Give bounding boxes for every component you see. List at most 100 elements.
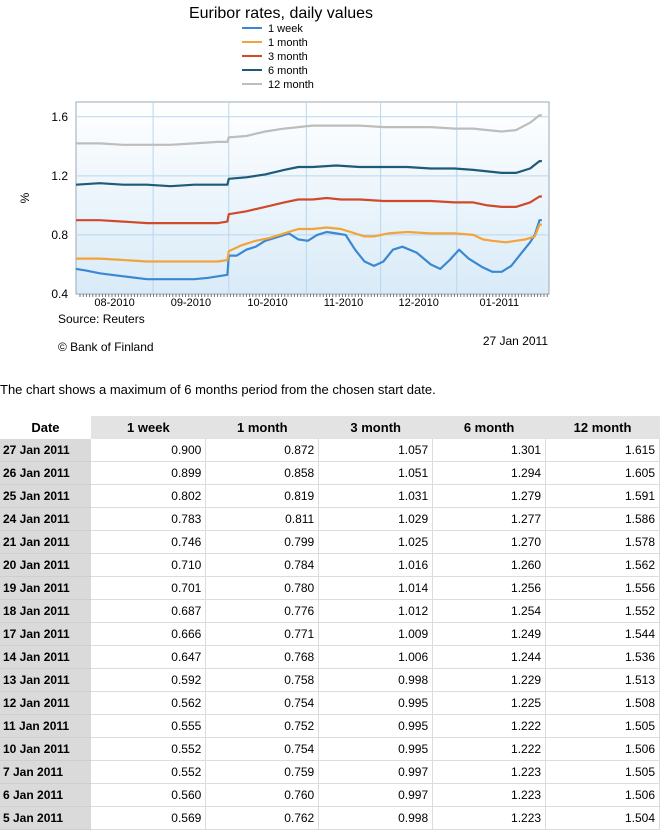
rate-cell: 1.014 bbox=[318, 576, 434, 600]
rate-cell: 0.759 bbox=[205, 760, 320, 784]
rate-cell: 1.223 bbox=[432, 806, 547, 830]
rate-cell: 0.872 bbox=[205, 439, 320, 462]
date-cell: 13 Jan 2011 bbox=[0, 668, 91, 692]
table-header-cell: 1 week bbox=[90, 416, 206, 439]
date-cell: 27 Jan 2011 bbox=[0, 439, 91, 462]
rate-cell: 0.758 bbox=[205, 668, 320, 692]
date-cell: 14 Jan 2011 bbox=[0, 645, 91, 669]
chart-source: Source: Reuters bbox=[58, 312, 145, 326]
rate-cell: 1.277 bbox=[432, 507, 547, 531]
rate-cell: 1.249 bbox=[432, 622, 547, 646]
chart-legend: 1 week 1 month 3 month 6 month 12 month bbox=[242, 23, 314, 91]
rate-cell: 0.998 bbox=[318, 668, 434, 692]
rate-cell: 0.997 bbox=[318, 760, 434, 784]
rate-cell: 1.057 bbox=[318, 439, 434, 462]
series-line-12-month bbox=[76, 114, 542, 146]
legend-label: 6 month bbox=[268, 65, 308, 77]
rate-cell: 1.225 bbox=[432, 691, 547, 715]
rate-cell: 1.254 bbox=[432, 599, 547, 623]
chart-period-note: The chart shows a maximum of 6 months pe… bbox=[0, 382, 436, 397]
table-row: 7 Jan 2011 0.552 0.759 0.997 1.223 1.505 bbox=[0, 760, 660, 784]
rate-cell: 1.508 bbox=[545, 691, 660, 715]
rate-cell: 0.710 bbox=[90, 553, 207, 577]
table-header-cell: Date bbox=[0, 416, 91, 439]
rate-cell: 0.754 bbox=[205, 737, 320, 761]
rate-cell: 0.569 bbox=[90, 806, 207, 830]
rate-cell: 0.783 bbox=[90, 507, 207, 531]
date-cell: 24 Jan 2011 bbox=[0, 507, 91, 531]
rate-cell: 0.552 bbox=[90, 737, 207, 761]
rate-cell: 0.858 bbox=[205, 461, 320, 485]
date-cell: 6 Jan 2011 bbox=[0, 783, 91, 807]
rate-cell: 1.506 bbox=[545, 737, 660, 761]
legend-label: 1 month bbox=[268, 37, 308, 49]
table-row: 6 Jan 2011 0.560 0.760 0.997 1.223 1.506 bbox=[0, 783, 660, 807]
rate-cell: 0.802 bbox=[90, 484, 207, 508]
euribor-chart: Euribor rates, daily values 1 week 1 mont… bbox=[18, 5, 550, 354]
chart-copyright: © Bank of Finland bbox=[58, 340, 154, 354]
rate-cell: 1.006 bbox=[318, 645, 434, 669]
table-row: 25 Jan 2011 0.802 0.819 1.031 1.279 1.591 bbox=[0, 484, 660, 508]
x-tick-label: 01-2011 bbox=[480, 297, 520, 309]
rate-cell: 0.687 bbox=[90, 599, 207, 623]
date-cell: 5 Jan 2011 bbox=[0, 806, 91, 830]
rate-cell: 0.666 bbox=[90, 622, 207, 646]
date-cell: 10 Jan 2011 bbox=[0, 737, 91, 761]
series-lines bbox=[75, 114, 542, 281]
table-row: 26 Jan 2011 0.899 0.858 1.051 1.294 1.605 bbox=[0, 461, 660, 485]
rate-cell: 0.752 bbox=[205, 714, 320, 738]
rate-cell: 1.279 bbox=[432, 484, 547, 508]
rate-cell: 0.899 bbox=[90, 461, 207, 485]
chart-title: Euribor rates, daily values bbox=[189, 5, 373, 22]
rate-cell: 0.768 bbox=[205, 645, 320, 669]
rate-cell: 1.504 bbox=[545, 806, 660, 830]
rate-cell: 0.647 bbox=[90, 645, 207, 669]
table-row: 21 Jan 2011 0.746 0.799 1.025 1.270 1.578 bbox=[0, 530, 660, 554]
table-body: 27 Jan 2011 0.900 0.872 1.057 1.301 1.615 26 J… bbox=[0, 439, 660, 830]
date-cell: 11 Jan 2011 bbox=[0, 714, 91, 738]
legend-label: 1 week bbox=[268, 23, 303, 35]
series-line-1-week bbox=[75, 219, 542, 281]
rate-cell: 1.256 bbox=[432, 576, 547, 600]
date-cell: 7 Jan 2011 bbox=[0, 760, 91, 784]
rate-cell: 1.301 bbox=[432, 439, 547, 462]
x-tick-label: 10-2010 bbox=[247, 297, 287, 309]
date-cell: 21 Jan 2011 bbox=[0, 530, 91, 554]
rate-cell: 1.605 bbox=[545, 461, 660, 485]
rate-cell: 0.762 bbox=[205, 806, 320, 830]
rate-cell: 1.016 bbox=[318, 553, 434, 577]
rate-cell: 0.997 bbox=[318, 783, 434, 807]
date-cell: 19 Jan 2011 bbox=[0, 576, 91, 600]
rate-cell: 1.025 bbox=[318, 530, 434, 554]
rate-cell: 0.555 bbox=[90, 714, 207, 738]
date-cell: 12 Jan 2011 bbox=[0, 691, 91, 715]
table-row: 13 Jan 2011 0.592 0.758 0.998 1.229 1.513 bbox=[0, 668, 660, 692]
rate-cell: 1.222 bbox=[432, 737, 547, 761]
rate-cell: 0.995 bbox=[318, 737, 434, 761]
rate-cell: 1.552 bbox=[545, 599, 660, 623]
rate-cell: 0.998 bbox=[318, 806, 434, 830]
table-row: 19 Jan 2011 0.701 0.780 1.014 1.256 1.556 bbox=[0, 576, 660, 600]
rate-cell: 0.784 bbox=[205, 553, 320, 577]
table-header-cell: 3 month bbox=[318, 416, 433, 439]
rates-table: Date 1 week 1 month 3 month 6 month 12 month … bbox=[0, 416, 660, 830]
table-row: 17 Jan 2011 0.666 0.771 1.009 1.249 1.544 bbox=[0, 622, 660, 646]
table-row: 10 Jan 2011 0.552 0.754 0.995 1.222 1.506 bbox=[0, 737, 660, 761]
table-row: 27 Jan 2011 0.900 0.872 1.057 1.301 1.615 bbox=[0, 439, 660, 462]
rate-cell: 0.754 bbox=[205, 691, 320, 715]
rate-cell: 1.270 bbox=[432, 530, 547, 554]
rate-cell: 0.995 bbox=[318, 691, 434, 715]
rate-cell: 1.615 bbox=[545, 439, 660, 462]
series-line-1-month bbox=[76, 223, 542, 263]
rate-cell: 1.294 bbox=[432, 461, 547, 485]
date-cell: 20 Jan 2011 bbox=[0, 553, 91, 577]
y-tick-label: 0.4 bbox=[51, 287, 68, 301]
rate-cell: 0.552 bbox=[90, 760, 207, 784]
rate-cell: 0.799 bbox=[205, 530, 320, 554]
y-tick-label: 1.2 bbox=[51, 169, 68, 183]
rate-cell: 1.223 bbox=[432, 760, 547, 784]
series-line-6-month bbox=[75, 160, 542, 188]
rate-cell: 0.771 bbox=[205, 622, 320, 646]
x-tick-label: 08-2010 bbox=[94, 297, 134, 309]
rate-cell: 1.544 bbox=[545, 622, 660, 646]
